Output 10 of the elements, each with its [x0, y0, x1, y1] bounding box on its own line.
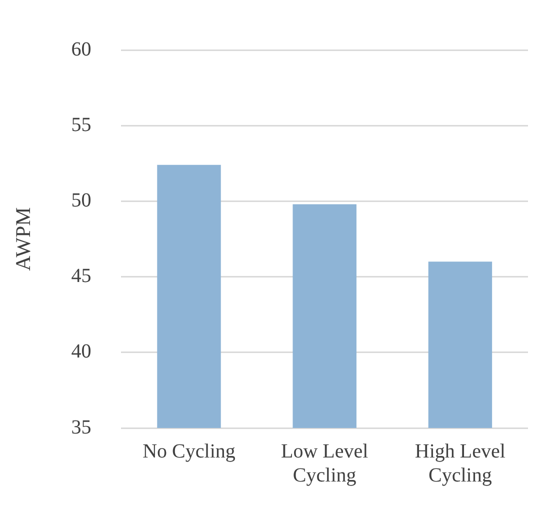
y-tick-label: 60 — [71, 38, 92, 60]
y-axis-title: AWPM — [11, 206, 36, 271]
y-tick-label: 40 — [71, 340, 92, 363]
y-tick-label: 35 — [71, 416, 92, 438]
y-tick-label: 45 — [71, 265, 92, 288]
x-tick-label: No Cycling — [142, 440, 236, 462]
y-tick-label: 55 — [71, 114, 92, 136]
x-tick-label: Low Level Cycling — [281, 440, 369, 486]
y-tick-label: 50 — [71, 189, 92, 212]
x-tick-label: High Level Cycling — [414, 440, 506, 486]
